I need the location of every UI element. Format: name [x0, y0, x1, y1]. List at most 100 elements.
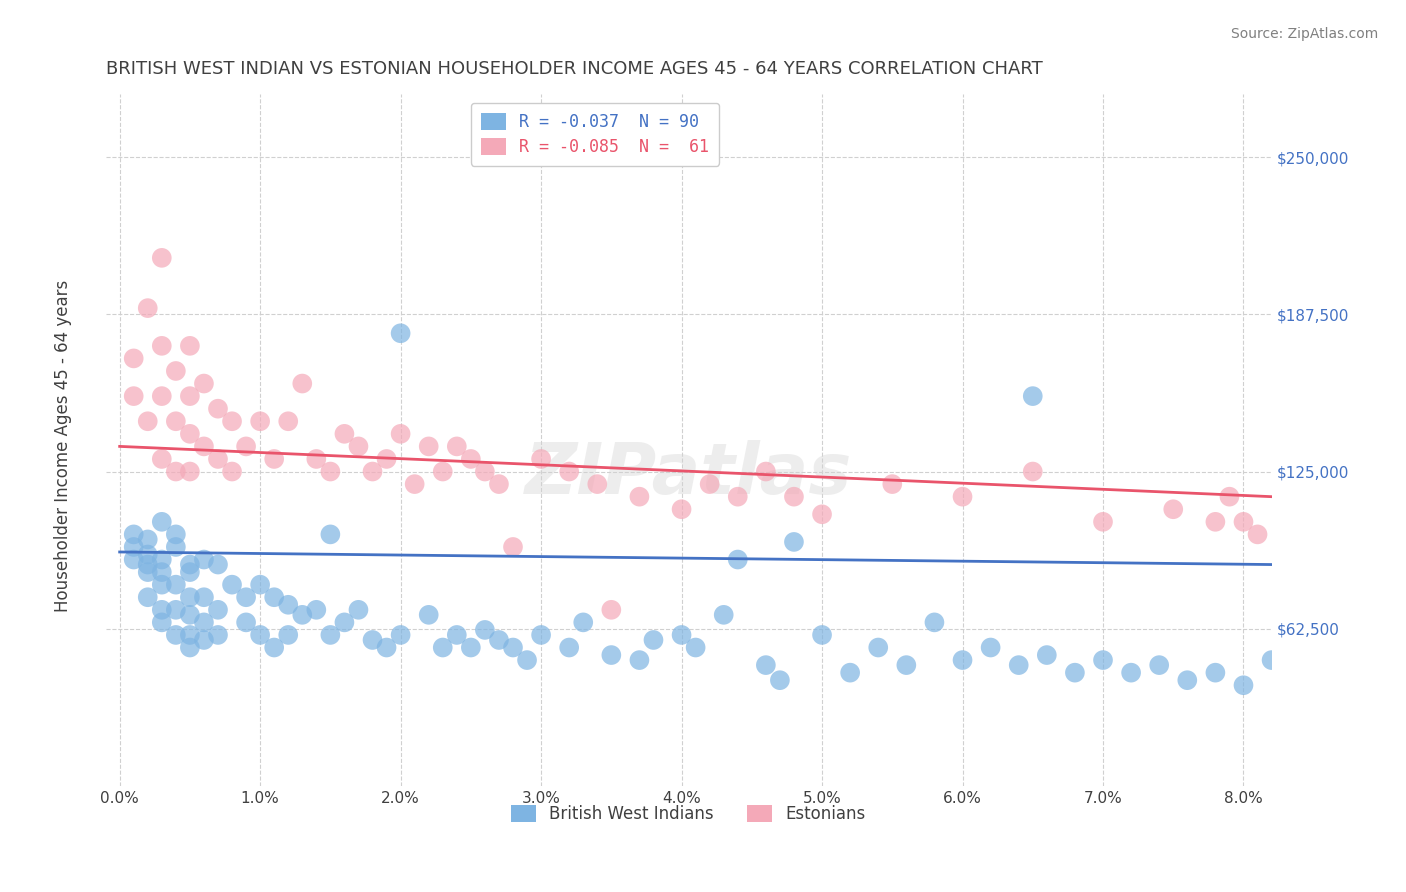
Point — [460, 452, 482, 467]
Point — [389, 426, 412, 441]
Point — [952, 653, 974, 667]
Point — [150, 452, 173, 467]
Point — [530, 628, 553, 642]
Point — [643, 632, 665, 647]
Text: Householder Income Ages 45 - 64 years: Householder Income Ages 45 - 64 years — [55, 280, 72, 612]
Point — [319, 527, 342, 541]
Point — [474, 623, 496, 637]
Point — [699, 477, 721, 491]
Point — [671, 502, 693, 516]
Point — [389, 628, 412, 642]
Point — [165, 577, 187, 591]
Point — [193, 615, 215, 630]
Point — [122, 351, 145, 366]
Point — [165, 540, 187, 554]
Point — [193, 439, 215, 453]
Point — [375, 640, 398, 655]
Point — [179, 339, 201, 353]
Point — [263, 591, 285, 605]
Point — [389, 326, 412, 341]
Point — [122, 540, 145, 554]
Point — [150, 615, 173, 630]
Point — [150, 565, 173, 579]
Point — [558, 640, 581, 655]
Point — [1175, 673, 1198, 688]
Point — [1064, 665, 1087, 680]
Point — [1161, 502, 1184, 516]
Point — [488, 632, 510, 647]
Point — [1232, 678, 1254, 692]
Point — [193, 632, 215, 647]
Text: ZIPatlas: ZIPatlas — [524, 440, 852, 509]
Point — [1092, 515, 1115, 529]
Point — [488, 477, 510, 491]
Point — [685, 640, 707, 655]
Point — [179, 591, 201, 605]
Point — [150, 339, 173, 353]
Legend: British West Indians, Estonians: British West Indians, Estonians — [501, 795, 876, 833]
Point — [474, 465, 496, 479]
Point — [179, 465, 201, 479]
Point — [347, 603, 370, 617]
Point — [896, 658, 918, 673]
Point — [207, 628, 229, 642]
Point — [277, 598, 299, 612]
Point — [1008, 658, 1031, 673]
Point — [460, 640, 482, 655]
Point — [193, 376, 215, 391]
Point — [1204, 665, 1226, 680]
Point — [221, 414, 243, 428]
Point — [150, 251, 173, 265]
Point — [277, 414, 299, 428]
Point — [263, 640, 285, 655]
Point — [136, 414, 159, 428]
Point — [291, 376, 314, 391]
Point — [727, 490, 749, 504]
Point — [404, 477, 426, 491]
Point — [136, 301, 159, 315]
Point — [319, 465, 342, 479]
Point — [516, 653, 538, 667]
Point — [586, 477, 609, 491]
Point — [319, 628, 342, 642]
Point — [193, 552, 215, 566]
Point — [165, 603, 187, 617]
Point — [179, 389, 201, 403]
Point — [1092, 653, 1115, 667]
Point — [207, 558, 229, 572]
Point — [179, 426, 201, 441]
Point — [291, 607, 314, 622]
Point — [671, 628, 693, 642]
Point — [207, 401, 229, 416]
Point — [179, 640, 201, 655]
Point — [207, 452, 229, 467]
Point — [361, 465, 384, 479]
Point — [122, 552, 145, 566]
Point — [249, 414, 271, 428]
Point — [868, 640, 890, 655]
Point — [769, 673, 792, 688]
Point — [235, 615, 257, 630]
Point — [1204, 515, 1226, 529]
Point — [263, 452, 285, 467]
Point — [136, 548, 159, 562]
Point — [136, 565, 159, 579]
Point — [221, 465, 243, 479]
Point — [600, 603, 623, 617]
Point — [1022, 465, 1045, 479]
Point — [530, 452, 553, 467]
Point — [432, 640, 454, 655]
Point — [165, 414, 187, 428]
Point — [628, 653, 651, 667]
Text: Source: ZipAtlas.com: Source: ZipAtlas.com — [1230, 27, 1378, 41]
Point — [179, 607, 201, 622]
Point — [165, 527, 187, 541]
Point — [179, 565, 201, 579]
Point — [136, 558, 159, 572]
Point — [165, 465, 187, 479]
Point — [179, 558, 201, 572]
Point — [980, 640, 1002, 655]
Point — [1232, 515, 1254, 529]
Point — [502, 540, 524, 554]
Point — [572, 615, 595, 630]
